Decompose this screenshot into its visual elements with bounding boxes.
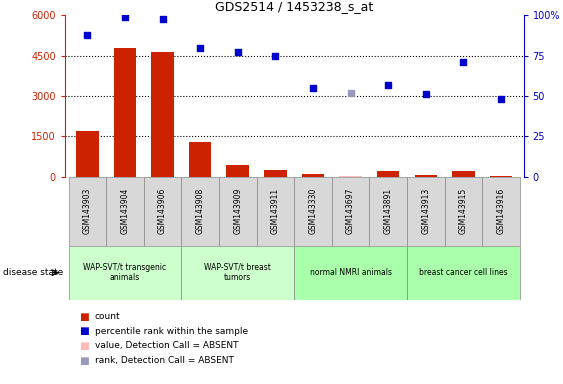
Text: ■: ■ xyxy=(79,312,88,322)
Bar xyxy=(407,177,445,246)
Text: GSM143906: GSM143906 xyxy=(158,188,167,234)
Text: WAP-SVT/t breast
tumors: WAP-SVT/t breast tumors xyxy=(204,263,271,282)
Point xyxy=(158,15,167,22)
Bar xyxy=(219,177,257,246)
Text: value, Detection Call = ABSENT: value, Detection Call = ABSENT xyxy=(95,341,238,351)
Bar xyxy=(264,170,287,177)
Point xyxy=(195,45,204,51)
Point xyxy=(83,31,92,38)
Text: normal NMRI animals: normal NMRI animals xyxy=(310,268,392,277)
Point xyxy=(233,50,242,56)
Text: count: count xyxy=(95,312,120,321)
Text: GSM143908: GSM143908 xyxy=(195,188,204,234)
Bar xyxy=(151,52,174,177)
Bar xyxy=(181,246,294,300)
Bar xyxy=(144,177,181,246)
Text: GSM143909: GSM143909 xyxy=(233,188,242,234)
Bar xyxy=(181,177,219,246)
Point xyxy=(384,82,393,88)
Point xyxy=(120,14,129,20)
Bar xyxy=(294,177,332,246)
Bar xyxy=(445,177,482,246)
Bar xyxy=(106,177,144,246)
Bar xyxy=(369,177,407,246)
Text: ■: ■ xyxy=(79,326,88,336)
Text: GSM143697: GSM143697 xyxy=(346,188,355,234)
Bar xyxy=(414,175,437,177)
Bar xyxy=(377,171,400,177)
Point xyxy=(421,91,430,98)
Title: GDS2514 / 1453238_s_at: GDS2514 / 1453238_s_at xyxy=(215,0,373,13)
Text: rank, Detection Call = ABSENT: rank, Detection Call = ABSENT xyxy=(95,356,234,365)
Bar xyxy=(226,166,249,177)
Bar xyxy=(114,48,136,177)
Bar xyxy=(69,246,181,300)
Bar xyxy=(332,177,369,246)
Bar xyxy=(189,142,212,177)
Point xyxy=(497,96,506,102)
Text: ■: ■ xyxy=(79,356,88,366)
Bar xyxy=(294,246,407,300)
Text: GSM143911: GSM143911 xyxy=(271,188,280,234)
Text: GSM143913: GSM143913 xyxy=(421,188,430,234)
Bar xyxy=(302,174,324,177)
Text: breast cancer cell lines: breast cancer cell lines xyxy=(419,268,508,277)
Text: GSM143916: GSM143916 xyxy=(497,188,506,234)
Point xyxy=(309,85,318,91)
Bar xyxy=(407,246,520,300)
Text: GSM143904: GSM143904 xyxy=(120,188,129,234)
Bar xyxy=(490,175,512,177)
Text: GSM143330: GSM143330 xyxy=(309,188,318,234)
Bar xyxy=(482,177,520,246)
Text: WAP-SVT/t transgenic
animals: WAP-SVT/t transgenic animals xyxy=(83,263,167,282)
Text: ■: ■ xyxy=(79,341,88,351)
Point xyxy=(459,59,468,65)
Bar xyxy=(76,131,99,177)
Bar xyxy=(452,171,475,177)
Text: percentile rank within the sample: percentile rank within the sample xyxy=(95,327,248,336)
Bar xyxy=(69,177,106,246)
Point xyxy=(346,90,355,96)
Text: GSM143903: GSM143903 xyxy=(83,188,92,234)
Text: GSM143915: GSM143915 xyxy=(459,188,468,234)
Point xyxy=(271,53,280,59)
Bar xyxy=(257,177,294,246)
Text: disease state: disease state xyxy=(3,268,63,277)
Bar xyxy=(339,175,362,177)
Text: GSM143891: GSM143891 xyxy=(384,188,393,234)
